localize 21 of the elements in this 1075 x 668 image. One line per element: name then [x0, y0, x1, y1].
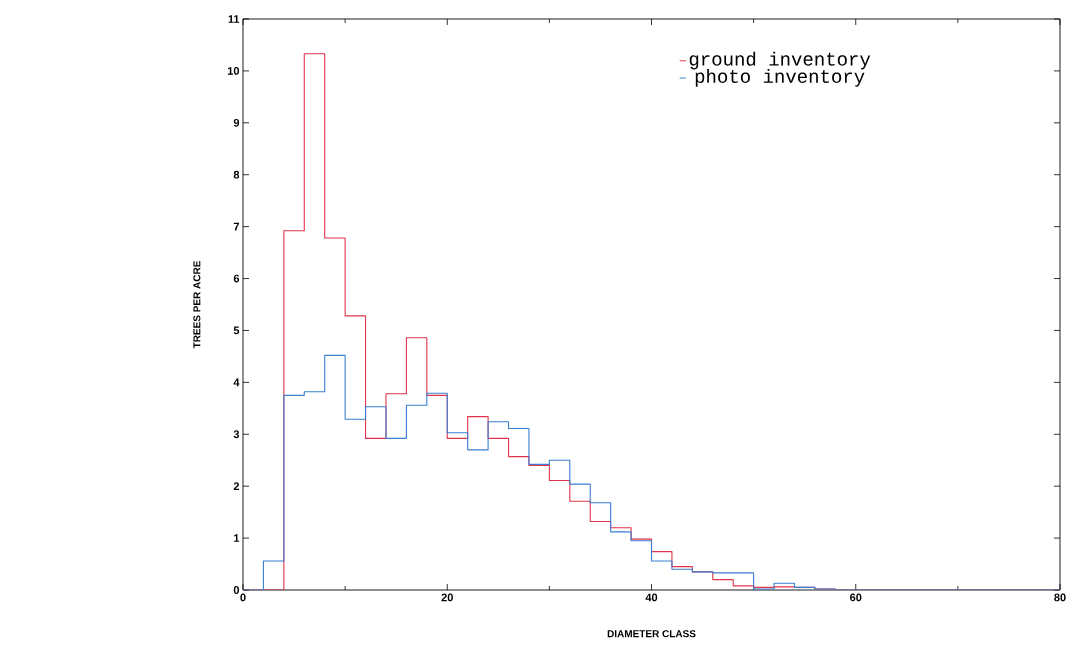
y-tick-label: 8 — [233, 170, 240, 179]
y-tick-label: 3 — [233, 430, 240, 439]
x-tick-label: 0 — [240, 593, 246, 602]
y-tick-label: 1 — [234, 534, 240, 542]
x-tick-label: 40 — [645, 593, 658, 602]
x-tick-label: 60 — [850, 593, 862, 602]
y-tick-label: 9 — [233, 118, 240, 127]
legend-label: ground inventory — [689, 51, 871, 70]
y-tick-label: 2 — [233, 482, 240, 491]
y-tick-label: 5 — [233, 326, 240, 335]
legend-label: photo inventory — [695, 68, 865, 87]
y-tick-label: 6 — [233, 274, 240, 283]
y-tick-label: 11 — [228, 15, 240, 23]
x-tick-label: 80 — [1054, 593, 1066, 602]
y-tick-label: 7 — [233, 222, 239, 231]
x-axis-title: DIAMETER CLASS — [607, 630, 696, 638]
x-tick-label: 20 — [441, 593, 453, 602]
y-tick-label: 0 — [233, 586, 240, 594]
y-axis-title: TREES PER ACRE — [193, 261, 201, 349]
y-tick-label: 4 — [233, 378, 240, 387]
y-tick-label: 10 — [227, 67, 240, 75]
